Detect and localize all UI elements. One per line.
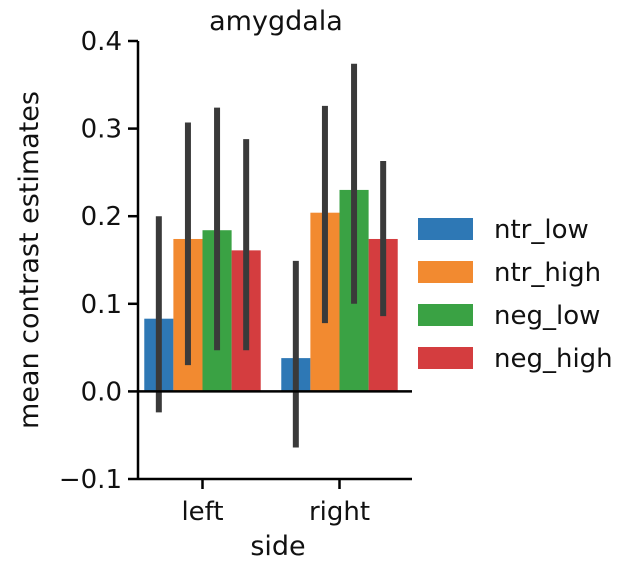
- x-axis-label: side: [250, 531, 305, 560]
- y-ticks: −0.1 0.0 0.1 0.2 0.3 0.4: [59, 27, 138, 495]
- y-tick-label: 0.3: [81, 115, 122, 145]
- legend: ntr_low ntr_high neg_low neg_high: [418, 215, 613, 374]
- chart-title: amygdala: [209, 6, 343, 37]
- legend-label-neg_high: neg_high: [494, 344, 613, 374]
- legend-label-neg_low: neg_low: [494, 301, 600, 331]
- y-tick-label: 0.1: [81, 290, 122, 320]
- y-axis-label: mean contrast estimates: [14, 91, 45, 429]
- y-tick-label: 0.2: [81, 202, 122, 232]
- legend-swatch-ntr_high: [418, 261, 473, 283]
- y-tick-label: 0.4: [81, 27, 122, 57]
- x-tick-label: right: [309, 497, 370, 527]
- legend-label-ntr_low: ntr_low: [494, 215, 589, 245]
- x-ticks: left right: [181, 479, 370, 527]
- legend-swatch-neg_low: [418, 304, 473, 326]
- error-bars: [155, 63, 387, 448]
- legend-label-ntr_high: ntr_high: [494, 258, 601, 288]
- bars: [144, 189, 398, 392]
- y-tick-label: 0.0: [81, 377, 122, 407]
- legend-swatch-ntr_low: [418, 218, 473, 240]
- legend-swatch-neg_high: [418, 347, 473, 369]
- y-tick-label: −0.1: [59, 465, 122, 495]
- x-tick-label: left: [181, 497, 223, 527]
